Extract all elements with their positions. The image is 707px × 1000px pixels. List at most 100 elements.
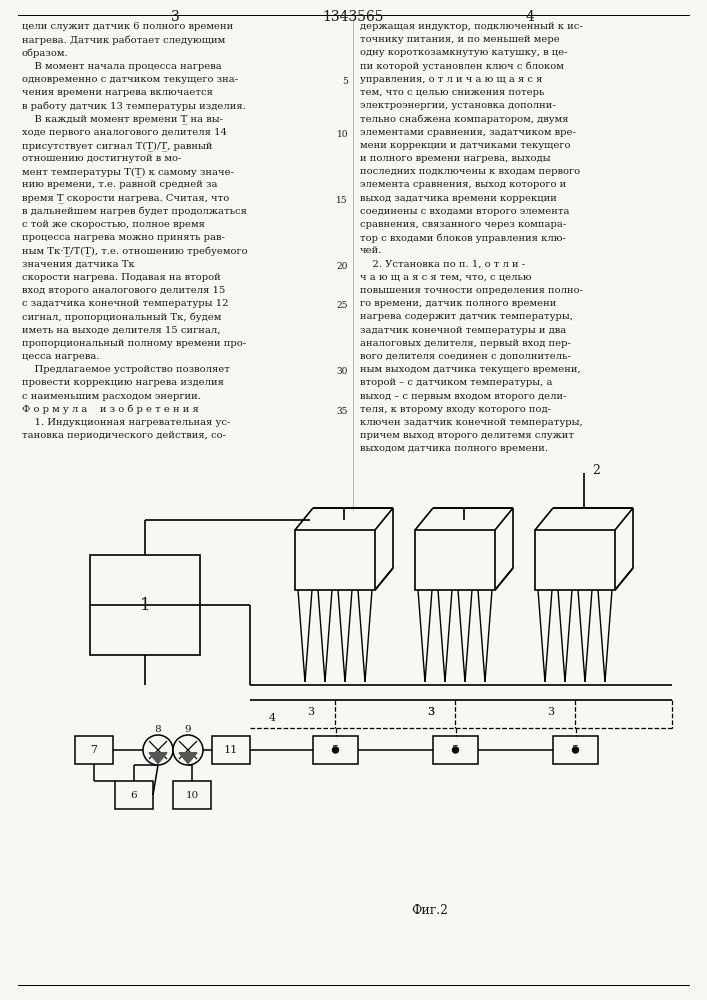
Text: 2. Установка по п. 1, о т л и -: 2. Установка по п. 1, о т л и - (360, 260, 525, 269)
Bar (313, 736, 358, 764)
Text: вход второго аналогового делителя 15: вход второго аналогового делителя 15 (22, 286, 226, 295)
Text: время Т̲ скорости нагрева. Считая, что: время Т̲ скорости нагрева. Считая, что (22, 194, 229, 203)
Text: мент температуры T(Т̲) к самому значе-: мент температуры T(Т̲) к самому значе- (22, 167, 234, 177)
Text: иметь на выходе делителя 15 сигнал,: иметь на выходе делителя 15 сигнал, (22, 326, 221, 335)
Text: выход – с первым входом второго дели-: выход – с первым входом второго дели- (360, 392, 566, 401)
Text: чей.: чей. (360, 246, 382, 255)
Text: 4: 4 (269, 713, 276, 723)
Text: тем, что с целью снижения потерь: тем, что с целью снижения потерь (360, 88, 544, 97)
Text: образом.: образом. (22, 48, 69, 58)
Text: держащая индуктор, подключенный к ис-: держащая индуктор, подключенный к ис- (360, 22, 583, 31)
Text: 35: 35 (337, 407, 348, 416)
Circle shape (143, 735, 173, 765)
Text: ным выходом датчика текущего времени,: ным выходом датчика текущего времени, (360, 365, 580, 374)
Text: 5: 5 (342, 77, 348, 86)
Text: тельно снабжена компаратором, двумя: тельно снабжена компаратором, двумя (360, 114, 568, 124)
Circle shape (573, 747, 578, 753)
Text: и полного времени нагрева, выходы: и полного времени нагрева, выходы (360, 154, 551, 163)
Text: с наименьшим расходом энергии.: с наименьшим расходом энергии. (22, 392, 201, 401)
Text: скорости нагрева. Подавая на второй: скорости нагрева. Подавая на второй (22, 273, 221, 282)
Text: одну короткозамкнутую катушку, в це-: одну короткозамкнутую катушку, в це- (360, 48, 568, 57)
Text: последних подключены к входам первого: последних подключены к входам первого (360, 167, 580, 176)
Text: 1: 1 (140, 596, 151, 613)
Text: повышения точности определения полно-: повышения точности определения полно- (360, 286, 583, 295)
Text: ным Тк·Т̲/T(Т̲), т.е. отношению требуемого: ным Тк·Т̲/T(Т̲), т.е. отношению требуемо… (22, 246, 247, 257)
Text: пи которой установлен ключ с блоком: пи которой установлен ключ с блоком (360, 62, 564, 71)
Text: 3: 3 (428, 707, 435, 717)
Text: 9: 9 (185, 724, 192, 734)
Text: В момент начала процесса нагрева: В момент начала процесса нагрева (22, 62, 222, 71)
Text: В каждый момент времени Т̲ на вы-: В каждый момент времени Т̲ на вы- (22, 114, 223, 124)
Bar (433, 736, 478, 764)
Text: 2: 2 (592, 464, 600, 477)
Text: 5: 5 (572, 745, 579, 755)
Text: 3: 3 (308, 707, 315, 717)
Text: 5: 5 (332, 745, 339, 755)
Bar (295, 530, 375, 590)
Text: отношению достигнутой в мо-: отношению достигнутой в мо- (22, 154, 182, 163)
Text: нагрева. Датчик работает следующим: нагрева. Датчик работает следующим (22, 35, 226, 45)
Text: 15: 15 (337, 196, 348, 205)
Text: 5: 5 (452, 745, 459, 755)
Text: вого делителя соединен с дополнитель-: вого делителя соединен с дополнитель- (360, 352, 571, 361)
Text: выход задатчика времени коррекции: выход задатчика времени коррекции (360, 194, 557, 203)
Polygon shape (149, 753, 167, 764)
Text: присутствует сигнал T(Т̲)/Т̲, равный: присутствует сигнал T(Т̲)/Т̲, равный (22, 141, 213, 151)
Text: цели служит датчик 6 полного времени: цели служит датчик 6 полного времени (22, 22, 233, 31)
Text: 7: 7 (90, 745, 98, 755)
Text: аналоговых делителя, первый вход пер-: аналоговых делителя, первый вход пер- (360, 339, 571, 348)
Text: 30: 30 (337, 367, 348, 376)
Text: Предлагаемое устройство позволяет: Предлагаемое устройство позволяет (22, 365, 230, 374)
Text: выходом датчика полного времени.: выходом датчика полного времени. (360, 444, 548, 453)
Text: мени коррекции и датчиками текущего: мени коррекции и датчиками текущего (360, 141, 571, 150)
Text: нию времени, т.е. равной средней за: нию времени, т.е. равной средней за (22, 180, 218, 189)
Text: второй – с датчиком температуры, а: второй – с датчиком температуры, а (360, 378, 552, 387)
Text: одновременно с датчиком текущего зна-: одновременно с датчиком текущего зна- (22, 75, 238, 84)
Text: в работу датчик 13 температуры изделия.: в работу датчик 13 температуры изделия. (22, 101, 246, 111)
Text: 4: 4 (525, 10, 534, 24)
Text: точнику питания, и по меньшей мере: точнику питания, и по меньшей мере (360, 35, 560, 44)
Bar (90, 555, 200, 655)
Text: сигнал, пропорциональный Тк, будем: сигнал, пропорциональный Тк, будем (22, 312, 221, 322)
Text: 3: 3 (170, 10, 180, 24)
Text: ч а ю щ а я с я тем, что, с целью: ч а ю щ а я с я тем, что, с целью (360, 273, 532, 282)
Text: 10: 10 (185, 790, 199, 800)
Bar (212, 736, 250, 764)
Text: сравнения, связанного через компара-: сравнения, связанного через компара- (360, 220, 566, 229)
Text: 6: 6 (131, 790, 137, 800)
Text: теля, к второму входу которого под-: теля, к второму входу которого под- (360, 405, 551, 414)
Polygon shape (179, 753, 197, 764)
Text: провести коррекцию нагрева изделия: провести коррекцию нагрева изделия (22, 378, 224, 387)
Text: 10: 10 (337, 130, 348, 139)
Text: соединены с входами второго элемента: соединены с входами второго элемента (360, 207, 570, 216)
Text: элемента сравнения, выход которого и: элемента сравнения, выход которого и (360, 180, 566, 189)
Text: 3: 3 (428, 707, 435, 717)
Bar (553, 736, 598, 764)
Circle shape (332, 747, 339, 753)
Text: 8: 8 (155, 724, 161, 734)
Text: цесса нагрева.: цесса нагрева. (22, 352, 100, 361)
Text: пропорциональный полному времени про-: пропорциональный полному времени про- (22, 339, 246, 348)
Bar (415, 530, 495, 590)
Bar (173, 781, 211, 809)
Circle shape (173, 735, 203, 765)
Bar (535, 530, 615, 590)
Text: 1. Индукционная нагревательная ус-: 1. Индукционная нагревательная ус- (22, 418, 230, 427)
Text: нагрева содержит датчик температуры,: нагрева содержит датчик температуры, (360, 312, 573, 321)
Text: ходе первого аналогового делителя 14: ходе первого аналогового делителя 14 (22, 128, 227, 137)
Text: ключен задатчик конечной температуры,: ключен задатчик конечной температуры, (360, 418, 583, 427)
Text: причем выход второго делитемя служит: причем выход второго делитемя служит (360, 431, 574, 440)
Text: в дальнейшем нагрев будет продолжаться: в дальнейшем нагрев будет продолжаться (22, 207, 247, 216)
Text: задатчик конечной температуры и два: задатчик конечной температуры и два (360, 326, 566, 335)
Text: с той же скоростью, полное время: с той же скоростью, полное время (22, 220, 205, 229)
Text: 1343565: 1343565 (322, 10, 384, 24)
Text: элементами сравнения, задатчиком вре-: элементами сравнения, задатчиком вре- (360, 128, 576, 137)
Text: чения времени нагрева включается: чения времени нагрева включается (22, 88, 213, 97)
Circle shape (452, 747, 459, 753)
Text: электроэнергии, установка дополни-: электроэнергии, установка дополни- (360, 101, 556, 110)
Text: Ф о р м у л а    и з о б р е т е н и я: Ф о р м у л а и з о б р е т е н и я (22, 405, 199, 414)
Bar (75, 736, 113, 764)
Text: 3: 3 (547, 707, 554, 717)
Text: тановка периодического действия, со-: тановка периодического действия, со- (22, 431, 226, 440)
Text: 11: 11 (224, 745, 238, 755)
